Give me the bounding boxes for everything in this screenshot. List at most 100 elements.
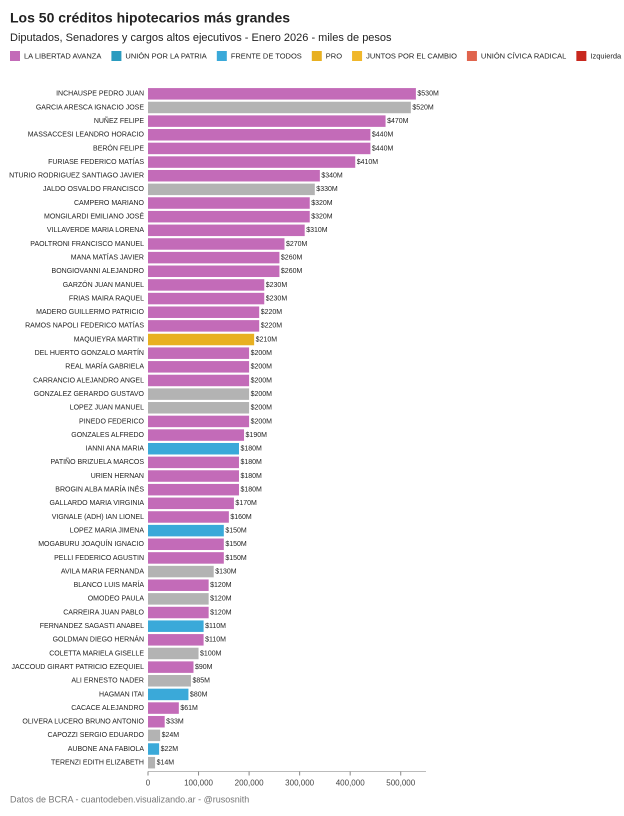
y-tick-label: VIGNALE (ADH) IAN LIONEL (52, 514, 144, 521)
legend-swatch (10, 51, 20, 61)
y-tick-label: MADERO GUILLERMO PATRICIO (36, 309, 144, 316)
bar (148, 606, 209, 619)
bar (148, 415, 250, 428)
bar (148, 675, 191, 687)
bar (148, 279, 265, 291)
bar (148, 238, 285, 250)
bar (148, 729, 161, 742)
y-tick-label: CAMPERO MARIANO (74, 200, 145, 207)
bar (148, 142, 371, 155)
y-tick-label: GARCIA ARESCA IGNACIO JOSE (36, 104, 144, 111)
y-tick-label: GONZALEZ GERARDO GUSTAVO (34, 391, 145, 398)
y-tick-label: FURIASE FEDERICO MATÍAS (48, 157, 144, 166)
legend-label: FRENTE DE TODOS (231, 51, 302, 60)
y-tick-label: GOLDMAN DIEGO HERNÁN (53, 635, 144, 644)
value-label: $180M (240, 446, 262, 453)
value-label: $200M (251, 418, 273, 425)
bar (148, 634, 204, 646)
x-tick-label: 200,000 (235, 779, 264, 788)
y-tick-label: JACCOUD GIRART PATRICIO EZEQUIEL (11, 664, 144, 671)
bar (148, 169, 320, 182)
value-label: $80M (190, 691, 208, 698)
bar (148, 224, 305, 237)
y-tick-label: MAQUIEYRA MARTIN (74, 336, 144, 343)
value-label: $150M (225, 555, 247, 562)
value-label: $330M (316, 186, 338, 193)
bar (148, 483, 239, 496)
y-tick-label: PELLI FEDERICO AGUSTIN (54, 555, 144, 562)
bar (148, 183, 315, 196)
chart-title: Los 50 créditos hipotecarios más grandes (10, 10, 290, 26)
value-label: $61M (180, 705, 198, 712)
value-label: $130M (215, 568, 237, 575)
y-tick-label: INCHAUSPE PEDRO JUAN (56, 91, 144, 98)
bar (148, 361, 250, 373)
bar (148, 374, 250, 387)
y-tick-label: VILLAVERDE MARIA LORENA (47, 227, 144, 234)
y-tick-label: BONGIOVANNI ALEJANDRO (52, 268, 145, 275)
value-label: $260M (281, 268, 303, 275)
value-label: $150M (225, 541, 247, 548)
bar (148, 292, 265, 305)
value-label: $24M (162, 732, 180, 739)
bar (148, 456, 239, 469)
legend-swatch (352, 51, 363, 61)
bar (148, 251, 280, 264)
value-label: $340M (321, 173, 343, 180)
value-label: $110M (205, 623, 226, 630)
value-label: $260M (281, 254, 303, 261)
bar (148, 688, 189, 701)
source-note: Datos de BCRA - cuantodeben.visualizando… (10, 794, 249, 804)
value-label: $160M (230, 514, 252, 521)
value-label: $180M (240, 487, 262, 494)
bar (148, 210, 310, 223)
bar (148, 333, 255, 346)
value-label: $85M (192, 678, 210, 685)
y-tick-label: JALDO OSVALDO FRANCISCO (43, 186, 145, 193)
value-label: $200M (251, 364, 273, 371)
bar (148, 538, 224, 551)
value-label: $310M (306, 227, 328, 234)
bar (148, 388, 250, 400)
value-label: $14M (157, 760, 175, 767)
bar (148, 306, 260, 318)
x-tick-label: 0 (146, 779, 151, 788)
value-label: $22M (161, 746, 179, 753)
legend-label: LA LIBERTAD AVANZA (24, 51, 101, 60)
value-label: $150M (225, 527, 247, 534)
bar (148, 756, 156, 769)
legend-label: UNIÓN POR LA PATRIA (125, 51, 206, 60)
y-tick-label: FERNANDEZ SAGASTI ANABEL (40, 623, 144, 630)
y-tick-label: REAL MARÍA GABRIELA (65, 362, 144, 371)
y-tick-label: RAMOS NAPOLI FEDERICO MATÍAS (25, 321, 144, 330)
value-label: $320M (311, 214, 333, 221)
bar (148, 511, 229, 523)
value-label: $230M (266, 282, 288, 289)
legend-label: PRO (326, 51, 342, 60)
y-tick-label: PAOLTRONI FRANCISCO MANUEL (30, 241, 144, 248)
y-tick-label: FRIAS MAIRA RAQUEL (69, 295, 144, 302)
value-label: $200M (251, 377, 273, 384)
y-tick-label: HAGMAN ITAI (99, 691, 144, 698)
bar (148, 402, 250, 414)
value-label: $200M (251, 391, 273, 398)
value-label: $200M (251, 350, 273, 357)
y-tick-label: BLANCO LUIS MARÍA (74, 580, 145, 589)
value-label: $440M (372, 145, 394, 152)
y-tick-label: CARREIRA JUAN PABLO (63, 609, 144, 616)
y-tick-label: LOPEZ MARIA JIMENA (70, 527, 145, 534)
bar (148, 470, 239, 482)
bar (148, 565, 214, 578)
bar (148, 156, 356, 168)
legend-swatch (466, 51, 477, 61)
y-tick-label: NUÑEZ FELIPE (94, 116, 145, 125)
bar (148, 347, 250, 359)
bar (148, 593, 209, 605)
value-label: $470M (387, 118, 409, 125)
value-label: $530M (417, 91, 439, 98)
bar (148, 101, 411, 114)
y-tick-label: URIEN HERNAN (91, 473, 144, 480)
value-label: $440M (372, 132, 394, 139)
value-label: $120M (210, 582, 232, 589)
x-tick-label: 500,000 (386, 779, 415, 788)
